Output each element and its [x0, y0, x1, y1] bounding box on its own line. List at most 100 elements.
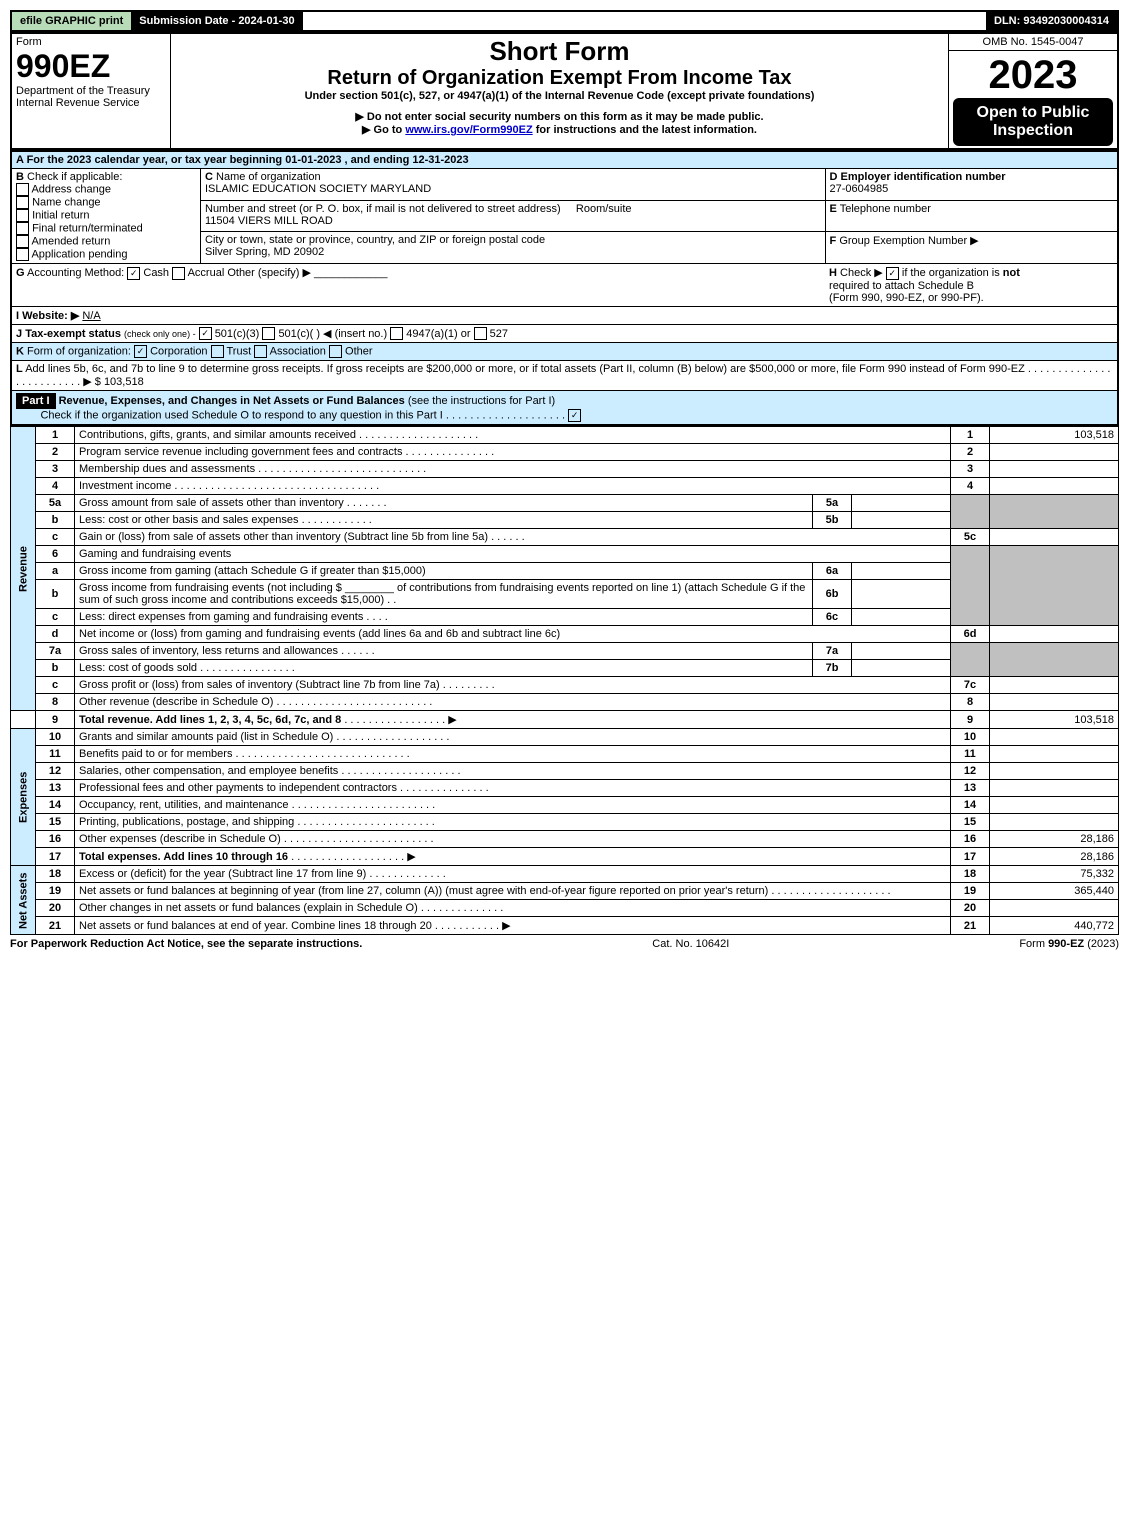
grey-5-amt	[990, 495, 1119, 529]
line-5b-num: b	[36, 512, 75, 529]
phone-lbl: Telephone number	[840, 203, 931, 215]
line-7b-text: Less: cost of goods sold	[79, 662, 197, 674]
form-org-lbl: Form of organization:	[27, 346, 131, 358]
line-7a-sn: 7a	[813, 643, 852, 660]
527-checkbox[interactable]	[474, 327, 487, 340]
part1-lines: Revenue 1 Contributions, gifts, grants, …	[10, 426, 1119, 935]
name-change-lbl: Name change	[32, 196, 101, 208]
top-bar: efile GRAPHIC print Submission Date - 20…	[10, 10, 1119, 32]
street-value: 11504 VIERS MILL ROAD	[205, 215, 333, 227]
line-6a-text: Gross income from gaming (attach Schedul…	[75, 563, 813, 580]
cash-checkbox[interactable]: ✓	[127, 267, 140, 280]
j-sub: (check only one) -	[124, 329, 196, 339]
line-9-amount: 103,518	[990, 711, 1119, 729]
line-4-amount	[990, 478, 1119, 495]
amended-lbl: Amended return	[31, 235, 110, 247]
line-17-num: 17	[36, 848, 75, 866]
form-word: Form	[16, 36, 166, 48]
initial-checkbox[interactable]	[16, 209, 29, 222]
line-6d-text: Net income or (loss) from gaming and fun…	[75, 626, 951, 643]
irs-link[interactable]: www.irs.gov/Form990EZ	[405, 124, 532, 136]
501c-checkbox[interactable]	[262, 327, 275, 340]
line-9-num: 9	[36, 711, 75, 729]
line-12-text: Salaries, other compensation, and employ…	[79, 765, 338, 777]
org-name-lbl: Name of organization	[216, 171, 321, 183]
corp-checkbox[interactable]: ✓	[134, 345, 147, 358]
section-e-label: E	[830, 203, 837, 215]
line-6b-sn: 6b	[813, 580, 852, 609]
grey-6-amt	[990, 546, 1119, 626]
line-21-num: 21	[36, 917, 75, 935]
part1-checkbox[interactable]: ✓	[568, 409, 581, 422]
section-c-label: C	[205, 171, 213, 183]
expenses-label: Expenses	[11, 729, 36, 866]
gross-receipts-text: Add lines 5b, 6c, and 7b to line 9 to de…	[25, 363, 1025, 375]
other-org-checkbox[interactable]	[329, 345, 342, 358]
city-value: Silver Spring, MD 20902	[205, 246, 324, 258]
subtitle: Under section 501(c), 527, or 4947(a)(1)…	[175, 90, 944, 102]
part1-sub: (see the instructions for Part I)	[408, 395, 555, 407]
efile-label: efile GRAPHIC print	[12, 12, 131, 30]
line-11-amount	[990, 746, 1119, 763]
part1-check-text: Check if the organization used Schedule …	[40, 410, 442, 422]
amended-checkbox[interactable]	[16, 235, 29, 248]
line-14-amount	[990, 797, 1119, 814]
line-7a-text: Gross sales of inventory, less returns a…	[79, 645, 338, 657]
short-form-title: Short Form	[175, 36, 944, 67]
final-checkbox[interactable]	[16, 222, 29, 235]
footer-mid: Cat. No. 10642I	[652, 938, 729, 950]
line-5c-rn: 5c	[951, 529, 990, 546]
line-10-num: 10	[36, 729, 75, 746]
grey-7-amt	[990, 643, 1119, 677]
line-7b-sn: 7b	[813, 660, 852, 677]
line-3-num: 3	[36, 461, 75, 478]
line-18-text: Excess or (deficit) for the year (Subtra…	[79, 868, 366, 880]
line-16-text: Other expenses (describe in Schedule O)	[79, 833, 281, 845]
line-7c-amount	[990, 677, 1119, 694]
line-6c-sub-amount	[852, 609, 951, 626]
line-5a-text: Gross amount from sale of assets other t…	[79, 497, 344, 509]
section-h-label: H	[829, 267, 837, 279]
pending-checkbox[interactable]	[16, 248, 29, 261]
line-7a-num: 7a	[36, 643, 75, 660]
assoc-checkbox[interactable]	[254, 345, 267, 358]
line-5b-sub-amount	[852, 512, 951, 529]
line-11-rn: 11	[951, 746, 990, 763]
line-15-amount	[990, 814, 1119, 831]
accrual-checkbox[interactable]	[172, 267, 185, 280]
final-lbl: Final return/terminated	[32, 222, 143, 234]
goto-note: ▶ Go to www.irs.gov/Form990EZ for instru…	[175, 123, 944, 136]
section-d-label: D	[830, 171, 838, 183]
spacer	[11, 711, 36, 729]
4947-checkbox[interactable]	[390, 327, 403, 340]
line-20-num: 20	[36, 900, 75, 917]
footer-right-pre: Form	[1019, 938, 1048, 950]
line-2-num: 2	[36, 444, 75, 461]
section-j-label: J	[16, 328, 22, 340]
initial-lbl: Initial return	[32, 209, 89, 221]
addr-change-checkbox[interactable]	[16, 183, 29, 196]
line-18-amount: 75,332	[990, 866, 1119, 883]
city-lbl: City or town, state or province, country…	[205, 234, 545, 246]
footer-right: Form 990-EZ (2023)	[1019, 938, 1119, 950]
4947-lbl: 4947(a)(1) or	[406, 328, 470, 340]
ein-value: 27-0604985	[830, 183, 889, 195]
sched-b-checkbox[interactable]: ✓	[886, 267, 899, 280]
501c3-checkbox[interactable]: ✓	[199, 327, 212, 340]
line-6c-num: c	[36, 609, 75, 626]
section-f-label: F	[830, 235, 837, 247]
line-6a-sn: 6a	[813, 563, 852, 580]
line-13-text: Professional fees and other payments to …	[79, 782, 397, 794]
line-21-amount: 440,772	[990, 917, 1119, 935]
line-14-num: 14	[36, 797, 75, 814]
trust-checkbox[interactable]	[211, 345, 224, 358]
form-header: Form 990EZ Department of the Treasury In…	[10, 32, 1119, 150]
acct-method-lbl: Accounting Method:	[27, 267, 124, 279]
street-lbl: Number and street (or P. O. box, if mail…	[205, 203, 561, 215]
line-3-amount	[990, 461, 1119, 478]
section-b-label: B	[16, 171, 24, 183]
line-5b-sn: 5b	[813, 512, 852, 529]
name-change-checkbox[interactable]	[16, 196, 29, 209]
h-not: not	[1003, 267, 1020, 279]
cash-lbl: Cash	[143, 267, 169, 279]
